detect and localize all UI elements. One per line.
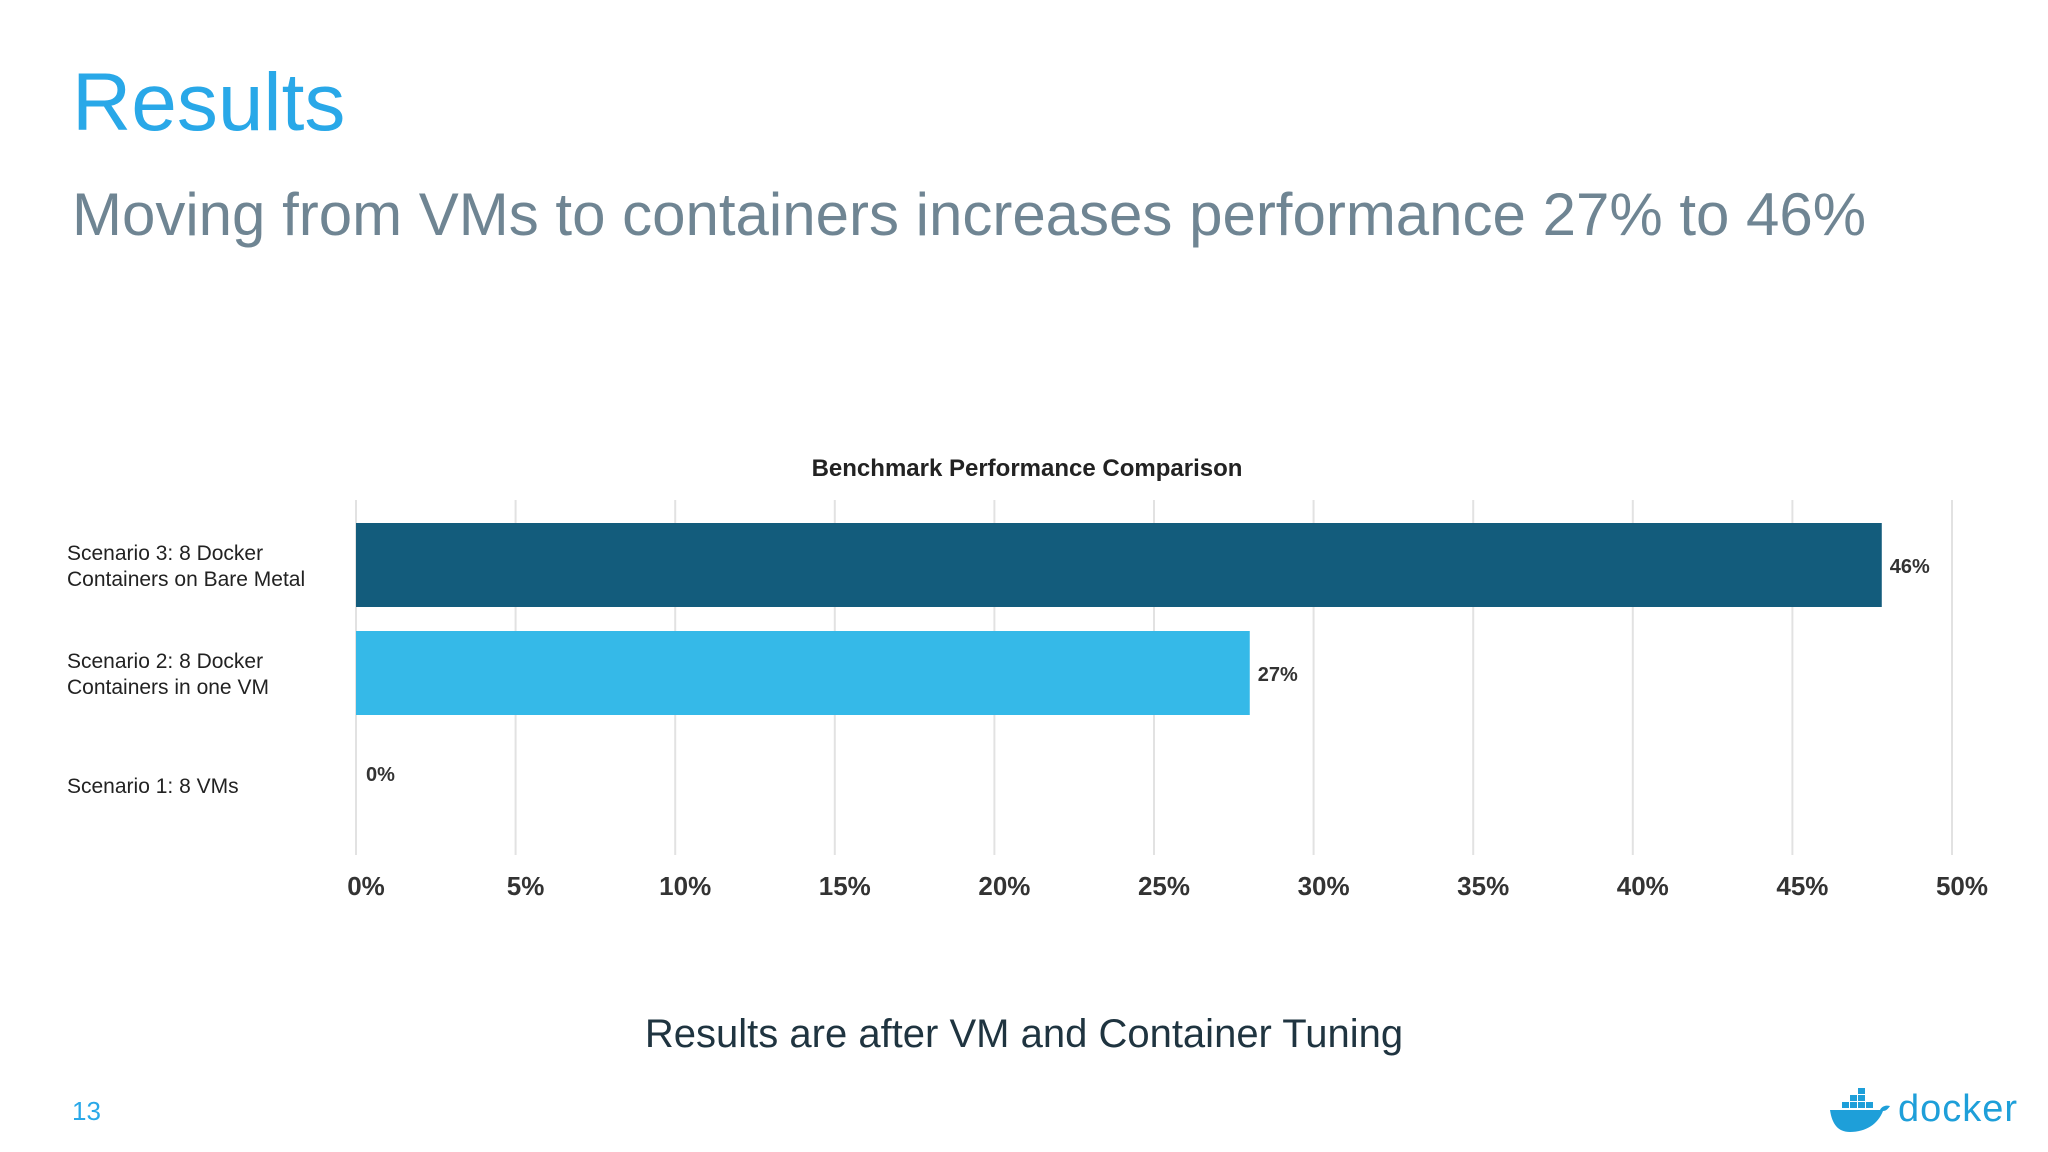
bar [356, 631, 1250, 715]
data-label: 46% [1890, 556, 1930, 578]
chart-title: Benchmark Performance Comparison [812, 455, 1243, 482]
x-tick-label: 40% [1617, 871, 1669, 901]
x-tick-label: 35% [1457, 871, 1509, 901]
x-tick-label: 0% [347, 871, 385, 901]
docker-whale-icon [1830, 1088, 1890, 1132]
logo-text: docker [1898, 1088, 2019, 1130]
x-tick-label: 15% [819, 871, 871, 901]
category-label: Containers on Bare Metal [67, 568, 305, 591]
category-label: Scenario 2: 8 Docker [67, 650, 263, 673]
slide-title: Results [72, 57, 346, 148]
x-tick-label: 30% [1298, 871, 1350, 901]
x-tick-label: 20% [978, 871, 1030, 901]
docker-logo: docker [1828, 1088, 2017, 1134]
category-label: Scenario 3: 8 Docker [67, 542, 263, 565]
x-tick-label: 45% [1776, 871, 1828, 901]
bar [356, 523, 1882, 607]
data-label: 0% [366, 764, 395, 786]
data-label: 27% [1258, 664, 1298, 686]
slide-subtitle: Moving from VMs to containers increases … [72, 181, 1867, 248]
x-tick-label: 25% [1138, 871, 1190, 901]
footnote: Results are after VM and Container Tunin… [644, 1012, 1404, 1056]
x-tick-label: 50% [1936, 871, 1988, 901]
category-label: Scenario 1: 8 VMs [67, 775, 239, 798]
page-number: 13 [72, 1096, 101, 1126]
category-label: Containers in one VM [67, 676, 269, 699]
x-tick-label: 5% [507, 871, 545, 901]
x-tick-label: 10% [659, 871, 711, 901]
